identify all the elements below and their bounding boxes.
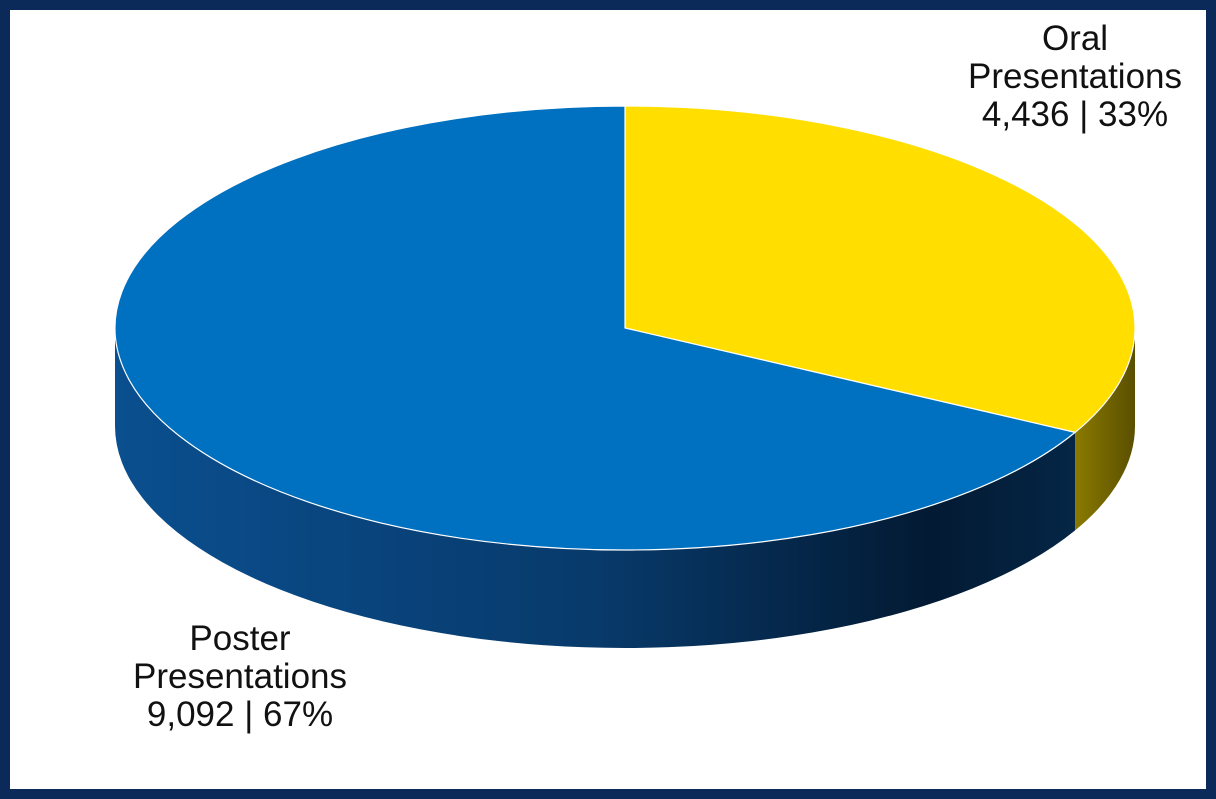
slice-label-poster-line2: Presentations [132, 657, 348, 696]
slice-label-poster-value: 9,092 | 67% [146, 695, 334, 734]
chart-canvas: Oral Presentations 4,436 | 33% Poster Pr… [10, 10, 1206, 789]
slice-label-poster-line1: Poster [189, 619, 291, 658]
slice-label-oral-value: 4,436 | 33% [981, 95, 1169, 134]
slice-label-oral: Oral Presentations 4,436 | 33% [940, 20, 1210, 134]
slice-label-oral-line1: Oral [1041, 19, 1109, 58]
slice-label-poster: Poster Presentations 9,092 | 67% [100, 620, 380, 734]
pie-slice-poster [114, 105, 1076, 551]
pie-slice-oral [624, 105, 1136, 433]
pie-side-oral [1075, 328, 1135, 531]
pie-chart [114, 105, 1136, 648]
pie-top-layer [114, 105, 1136, 551]
pie-side-layer [115, 328, 1135, 648]
pie-side-poster [115, 328, 1076, 648]
slice-label-oral-line2: Presentations [967, 57, 1183, 96]
